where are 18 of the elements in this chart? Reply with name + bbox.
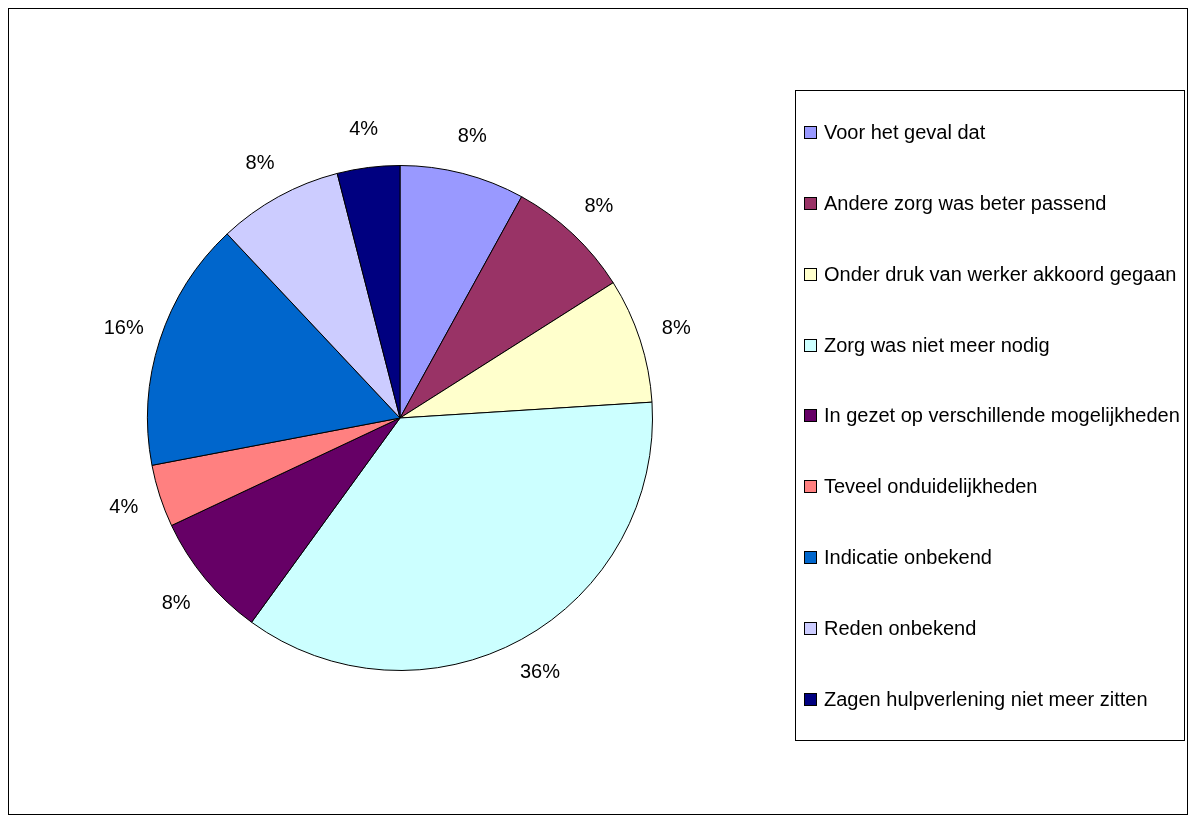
data-label: 36% (519, 660, 561, 683)
data-label: 4% (109, 495, 139, 518)
data-label: 8% (245, 150, 275, 173)
legend-label: In gezet op verschillende mogelijkheden (824, 403, 1180, 429)
data-label: 8% (457, 124, 487, 147)
legend-label: Andere zorg was beter passend (824, 191, 1107, 217)
legend-label: Teveel onduidelijkheden (824, 474, 1038, 500)
data-label: 8% (161, 590, 191, 613)
legend-label: Zorg was niet meer nodig (824, 332, 1050, 358)
legend-label: Indicatie onbekend (824, 544, 992, 570)
legend-label: Voor het geval dat (824, 120, 986, 146)
legend-label: Reden onbekend (824, 615, 977, 641)
data-label: 8% (661, 315, 691, 338)
data-label: 16% (103, 315, 144, 338)
legend-label: Onder druk van werker akkoord gegaan (824, 261, 1177, 287)
data-label: 8% (584, 193, 614, 216)
legend-label: Zagen hulpverlening niet meer zitten (824, 686, 1148, 712)
data-label: 4% (349, 117, 379, 140)
